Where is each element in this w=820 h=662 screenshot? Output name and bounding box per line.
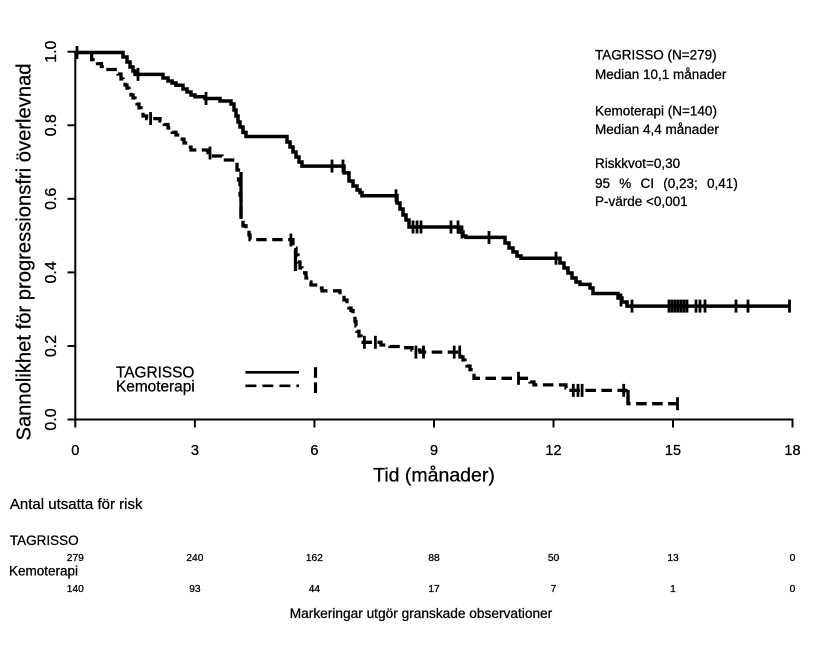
svg-text:15: 15 <box>665 443 681 459</box>
svg-text:Riskkvot=0,30: Riskkvot=0,30 <box>595 156 680 171</box>
svg-text:TAGRISSO (N=279): TAGRISSO (N=279) <box>595 47 717 62</box>
svg-text:Kemoterapi (N=140): Kemoterapi (N=140) <box>595 103 717 118</box>
svg-text:6: 6 <box>310 443 318 459</box>
svg-text:18: 18 <box>784 443 800 459</box>
svg-text:TAGRISSO: TAGRISSO <box>10 533 79 548</box>
svg-text:0.6: 0.6 <box>43 188 60 210</box>
svg-text:13: 13 <box>667 553 679 564</box>
svg-text:240: 240 <box>186 553 203 564</box>
svg-text:1.0: 1.0 <box>43 40 60 62</box>
svg-text:0.4: 0.4 <box>43 261 60 283</box>
svg-text:162: 162 <box>306 553 323 564</box>
svg-text:Kemoterapi: Kemoterapi <box>116 379 195 396</box>
svg-text:Markeringar utgör granskade ob: Markeringar utgör granskade observatione… <box>290 606 553 621</box>
svg-text:9: 9 <box>430 443 438 459</box>
svg-text:0: 0 <box>790 584 796 595</box>
svg-text:0.8: 0.8 <box>43 114 60 136</box>
svg-text:0.0: 0.0 <box>43 408 60 430</box>
svg-text:Antal utsatta för risk: Antal utsatta för risk <box>10 496 143 513</box>
svg-text:50: 50 <box>548 553 560 564</box>
svg-text:Kemoterapi: Kemoterapi <box>9 564 78 579</box>
svg-text:0.2: 0.2 <box>43 335 60 357</box>
svg-text:93: 93 <box>189 584 201 595</box>
svg-text:3: 3 <box>191 443 199 459</box>
svg-text:1: 1 <box>670 584 676 595</box>
svg-text:279: 279 <box>67 553 84 564</box>
svg-text:7: 7 <box>551 584 557 595</box>
svg-text:12: 12 <box>545 443 561 459</box>
svg-text:88: 88 <box>428 553 440 564</box>
svg-text:140: 140 <box>67 584 84 595</box>
svg-text:44: 44 <box>309 584 321 595</box>
svg-text:17: 17 <box>428 584 440 595</box>
svg-text:Sannolikhet för progressionsfr: Sannolikhet för progressionsfri överlevn… <box>14 63 36 440</box>
svg-text:TAGRISSO: TAGRISSO <box>116 365 194 382</box>
svg-text:Median 4,4 månader: Median 4,4 månader <box>595 122 719 137</box>
svg-text:Median 10,1 månader: Median 10,1 månader <box>595 67 727 82</box>
svg-text:P-värde <0,001: P-värde <0,001 <box>595 194 688 209</box>
svg-text:0: 0 <box>71 443 79 459</box>
svg-text:Tid (månader): Tid (månader) <box>373 465 495 487</box>
svg-text:0: 0 <box>790 553 796 564</box>
svg-text:95 % CI (0,23; 0,41): 95 % CI (0,23; 0,41) <box>595 176 738 191</box>
